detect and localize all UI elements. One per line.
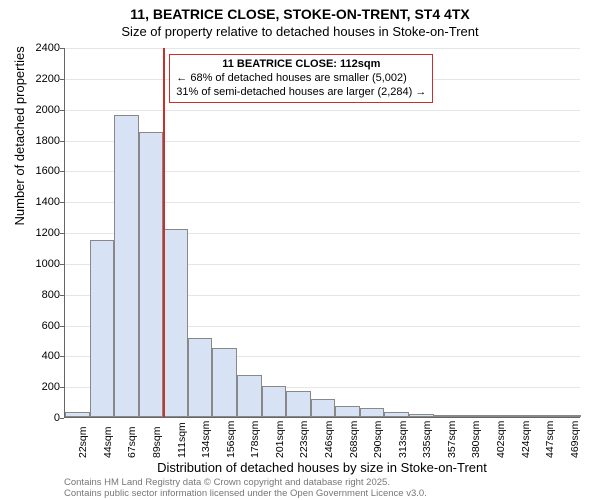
ytick-label: 1000 [16,258,60,270]
callout-line2: 31% of semi-detached houses are larger (… [176,86,426,100]
histogram-bar [65,412,90,417]
xtick-label: 246sqm [323,421,335,458]
histogram-chart: 11, BEATRICE CLOSE, STOKE-ON-TRENT, ST4 … [0,0,600,500]
histogram-bar [532,415,557,417]
xtick-label: 424sqm [520,421,532,458]
ytick-label: 2400 [16,42,60,54]
ytick-label: 1800 [16,135,60,147]
xtick-label: 22sqm [77,426,89,458]
ytick-label: 600 [16,320,60,332]
callout-title: 11 BEATRICE CLOSE: 112sqm [176,58,426,72]
histogram-bar [507,415,532,417]
x-axis-label: Distribution of detached houses by size … [64,460,580,475]
xtick-label: 268sqm [348,421,360,458]
histogram-bar [556,415,581,417]
chart-title: 11, BEATRICE CLOSE, STOKE-ON-TRENT, ST4 … [0,6,600,22]
callout-box: 11 BEATRICE CLOSE: 112sqm ← 68% of detac… [169,54,433,103]
histogram-bar [163,229,188,417]
histogram-bar [360,408,385,417]
histogram-bar [384,412,409,417]
xtick-label: 89sqm [151,426,163,458]
histogram-bar [188,338,213,417]
xtick-label: 134sqm [200,421,212,458]
histogram-bar [237,375,262,417]
ytick-label: 800 [16,289,60,301]
ytick-label: 0 [16,412,60,424]
xtick-label: 156sqm [225,421,237,458]
xtick-label: 380sqm [470,421,482,458]
histogram-bar [335,406,360,417]
xtick-label: 67sqm [126,426,138,458]
callout-line1: ← 68% of detached houses are smaller (5,… [176,72,426,86]
histogram-bar [139,132,164,417]
ytick-label: 1200 [16,227,60,239]
ytick-label: 2200 [16,73,60,85]
ytick-label: 1400 [16,196,60,208]
histogram-bar [90,240,115,417]
histogram-bar [114,115,139,417]
gridline [65,110,580,111]
xtick-label: 313sqm [397,421,409,458]
ytick-label: 200 [16,381,60,393]
ytick-label: 2000 [16,104,60,116]
histogram-bar [434,415,459,417]
histogram-bar [212,348,237,417]
histogram-bar [483,415,508,417]
marker-line [163,48,165,417]
plot-area: 11 BEATRICE CLOSE: 112sqm ← 68% of detac… [64,48,580,418]
footnote-line2: Contains public sector information licen… [64,489,427,500]
xtick-label: 469sqm [569,421,581,458]
ytick-label: 1600 [16,165,60,177]
footnote: Contains HM Land Registry data © Crown c… [64,478,427,500]
histogram-bar [262,386,287,417]
gridline [65,48,580,49]
xtick-label: 44sqm [102,426,114,458]
xtick-label: 178sqm [249,421,261,458]
xtick-label: 402sqm [495,421,507,458]
xtick-label: 335sqm [421,421,433,458]
xtick-label: 447sqm [544,421,556,458]
ytick-label: 400 [16,350,60,362]
xtick-label: 201sqm [274,421,286,458]
histogram-bar [409,414,434,417]
ytick-mark [60,418,64,419]
histogram-bar [311,399,336,418]
xtick-label: 357sqm [446,421,458,458]
chart-subtitle: Size of property relative to detached ho… [0,24,600,39]
xtick-label: 290sqm [372,421,384,458]
xtick-label: 223sqm [298,421,310,458]
histogram-bar [458,415,483,417]
histogram-bar [286,391,311,417]
xtick-label: 111sqm [176,422,188,458]
